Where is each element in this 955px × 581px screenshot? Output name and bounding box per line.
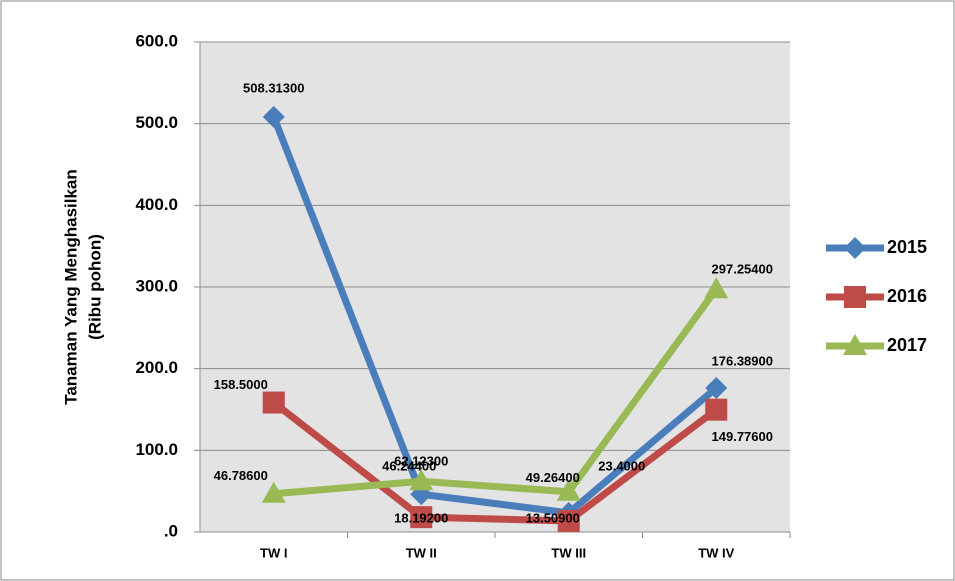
data-label: 149.77600	[712, 429, 773, 444]
legend-label: 2017	[887, 335, 927, 355]
y-tick-label: 500.0	[135, 113, 178, 132]
point	[705, 398, 728, 421]
point	[704, 277, 729, 299]
point	[262, 105, 285, 128]
point	[410, 506, 433, 529]
y-tick-label: 100.0	[135, 440, 178, 459]
point	[556, 479, 581, 501]
legend-label: 2016	[887, 286, 927, 306]
y-tick-label: 200.0	[135, 358, 178, 377]
x-tick-label: TW IV	[698, 545, 734, 560]
y-tick-label: 400.0	[135, 195, 178, 214]
data-label: 18.19200	[394, 511, 448, 526]
y-tick-label: 300.0	[135, 276, 178, 295]
line	[273, 287, 720, 498]
point	[557, 509, 580, 532]
data-label: 158.5000	[214, 377, 268, 392]
point	[409, 469, 434, 491]
legend-marker	[844, 237, 866, 259]
point	[261, 481, 286, 503]
y-axis-title: Tanaman Yang Menghasilkan	[61, 169, 80, 405]
y-axis-title: (Ribu pohon)	[85, 234, 104, 340]
y-tick-label: .0	[164, 521, 178, 540]
data-label: 23.4000	[598, 458, 645, 473]
line	[270, 115, 719, 517]
line	[271, 399, 719, 525]
legend-marker	[844, 286, 866, 308]
data-label: 46.78600	[214, 468, 268, 483]
legend-marker	[843, 334, 867, 355]
x-tick-label: TW I	[260, 545, 287, 560]
data-label: 49.26400	[526, 470, 580, 485]
legend-label: 2015	[887, 237, 927, 257]
x-tick-label: TW II	[406, 545, 437, 560]
point	[705, 376, 728, 399]
data-label: 176.38900	[712, 353, 773, 368]
y-tick-label: 600.0	[135, 31, 178, 50]
data-label: 297.25400	[712, 262, 773, 277]
data-label: 13.50900	[526, 510, 580, 525]
x-tick-label: TW III	[551, 545, 586, 560]
point	[262, 391, 285, 414]
data-label: 46.24400	[382, 459, 436, 474]
data-label: 508.31300	[243, 80, 304, 95]
data-label: 62.12300	[394, 454, 448, 469]
